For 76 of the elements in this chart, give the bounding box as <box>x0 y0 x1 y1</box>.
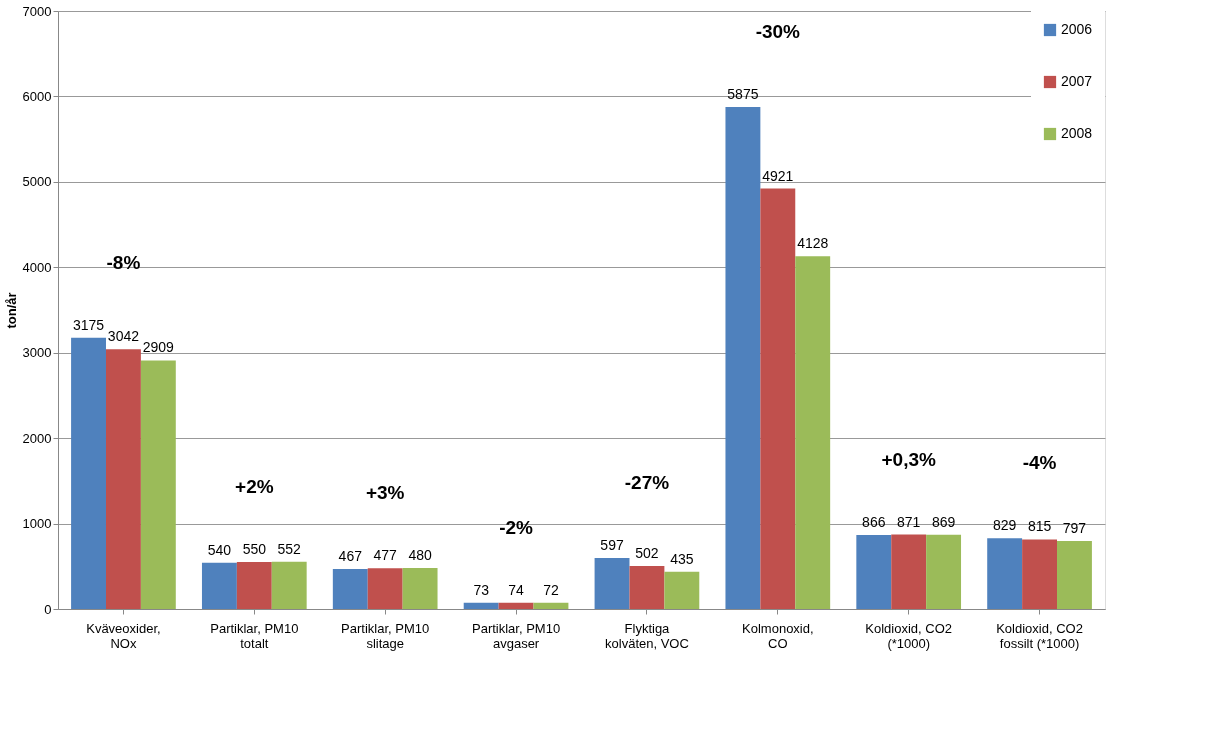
annotation: -4% <box>1022 452 1057 474</box>
data-label: 477 <box>373 547 398 564</box>
x-tick-label: Koldioxid, CO2 fossilt (*1000) <box>996 620 1083 651</box>
bar <box>498 602 534 609</box>
x-tick-label: Koldioxid, CO2 (*1000) <box>865 620 953 651</box>
y-tick-label: 7000 <box>22 3 52 19</box>
y-tick-label: 5000 <box>22 174 52 190</box>
bar <box>201 562 237 609</box>
y-tick-label: 0 <box>44 601 52 617</box>
data-label: 597 <box>600 537 624 553</box>
legend-label: 2008 <box>1061 125 1093 141</box>
bar <box>594 558 630 609</box>
annotation: -2% <box>499 516 534 538</box>
y-tick-label: 6000 <box>22 88 52 104</box>
bar <box>332 569 368 609</box>
annotation: +3% <box>365 481 405 503</box>
data-label: 4921 <box>762 167 794 184</box>
data-label: 73 <box>473 581 490 598</box>
x-tick-label: Flyktiga kolväten, VOC <box>605 620 689 651</box>
bar <box>271 561 307 609</box>
data-label: 435 <box>670 550 694 567</box>
bar <box>926 534 962 609</box>
data-label: 866 <box>862 514 886 531</box>
data-label: 552 <box>277 540 302 557</box>
annotation: +2% <box>235 475 274 497</box>
bar <box>71 337 106 609</box>
x-tick-label: Kolmonoxid, CO <box>742 620 814 651</box>
bar <box>629 566 665 609</box>
y-tick-label: 3000 <box>22 345 52 361</box>
bar <box>725 107 761 609</box>
x-tick-label: Partiklar, PM10 totalt <box>210 620 299 651</box>
y-tick-label: 2000 <box>22 430 52 446</box>
legend-label: 2007 <box>1061 73 1093 89</box>
data-label: 829 <box>992 517 1017 534</box>
bar <box>402 567 438 609</box>
data-label: 4128 <box>797 235 829 252</box>
x-tick-label: Partiklar, PM10 slitage <box>341 620 430 651</box>
data-label: 3175 <box>72 316 105 333</box>
bar <box>760 188 796 609</box>
data-label: 540 <box>207 541 232 558</box>
x-tick-label: Partiklar, PM10 avgaser <box>471 620 561 651</box>
data-label: 502 <box>635 545 659 562</box>
bar <box>1057 540 1092 609</box>
y-axis-title: ton/år <box>3 292 19 329</box>
annotation: +0,3% <box>881 448 936 470</box>
data-label: 5875 <box>727 86 759 103</box>
data-label: 869 <box>931 513 956 530</box>
bar <box>1022 539 1058 609</box>
data-label: 871 <box>897 513 921 530</box>
annotation: -8% <box>106 251 141 273</box>
bar <box>533 602 569 609</box>
bar <box>664 571 700 609</box>
x-tick-label: Kväveoxider, NOx <box>86 620 161 651</box>
bar <box>856 535 892 609</box>
annotation: -30% <box>755 21 801 43</box>
y-tick-label: 1000 <box>22 516 52 532</box>
bar <box>367 568 403 609</box>
bar <box>987 538 1023 609</box>
data-label: 815 <box>1027 518 1052 535</box>
bar <box>236 562 272 609</box>
data-label: 550 <box>242 541 267 558</box>
data-label: 2909 <box>142 339 175 356</box>
bar <box>795 256 831 609</box>
data-label: 467 <box>338 548 363 565</box>
data-label: 72 <box>543 581 559 598</box>
bar <box>105 349 141 609</box>
data-label: 480 <box>408 546 432 563</box>
legend-label: 2006 <box>1061 21 1093 37</box>
annotation: -27% <box>624 472 670 493</box>
data-label: 3042 <box>107 328 140 345</box>
bar <box>463 602 499 609</box>
bar <box>140 360 176 609</box>
data-label: 797 <box>1062 519 1087 536</box>
data-label: 74 <box>508 581 525 598</box>
y-tick-label: 4000 <box>22 259 52 275</box>
bar <box>891 534 927 609</box>
